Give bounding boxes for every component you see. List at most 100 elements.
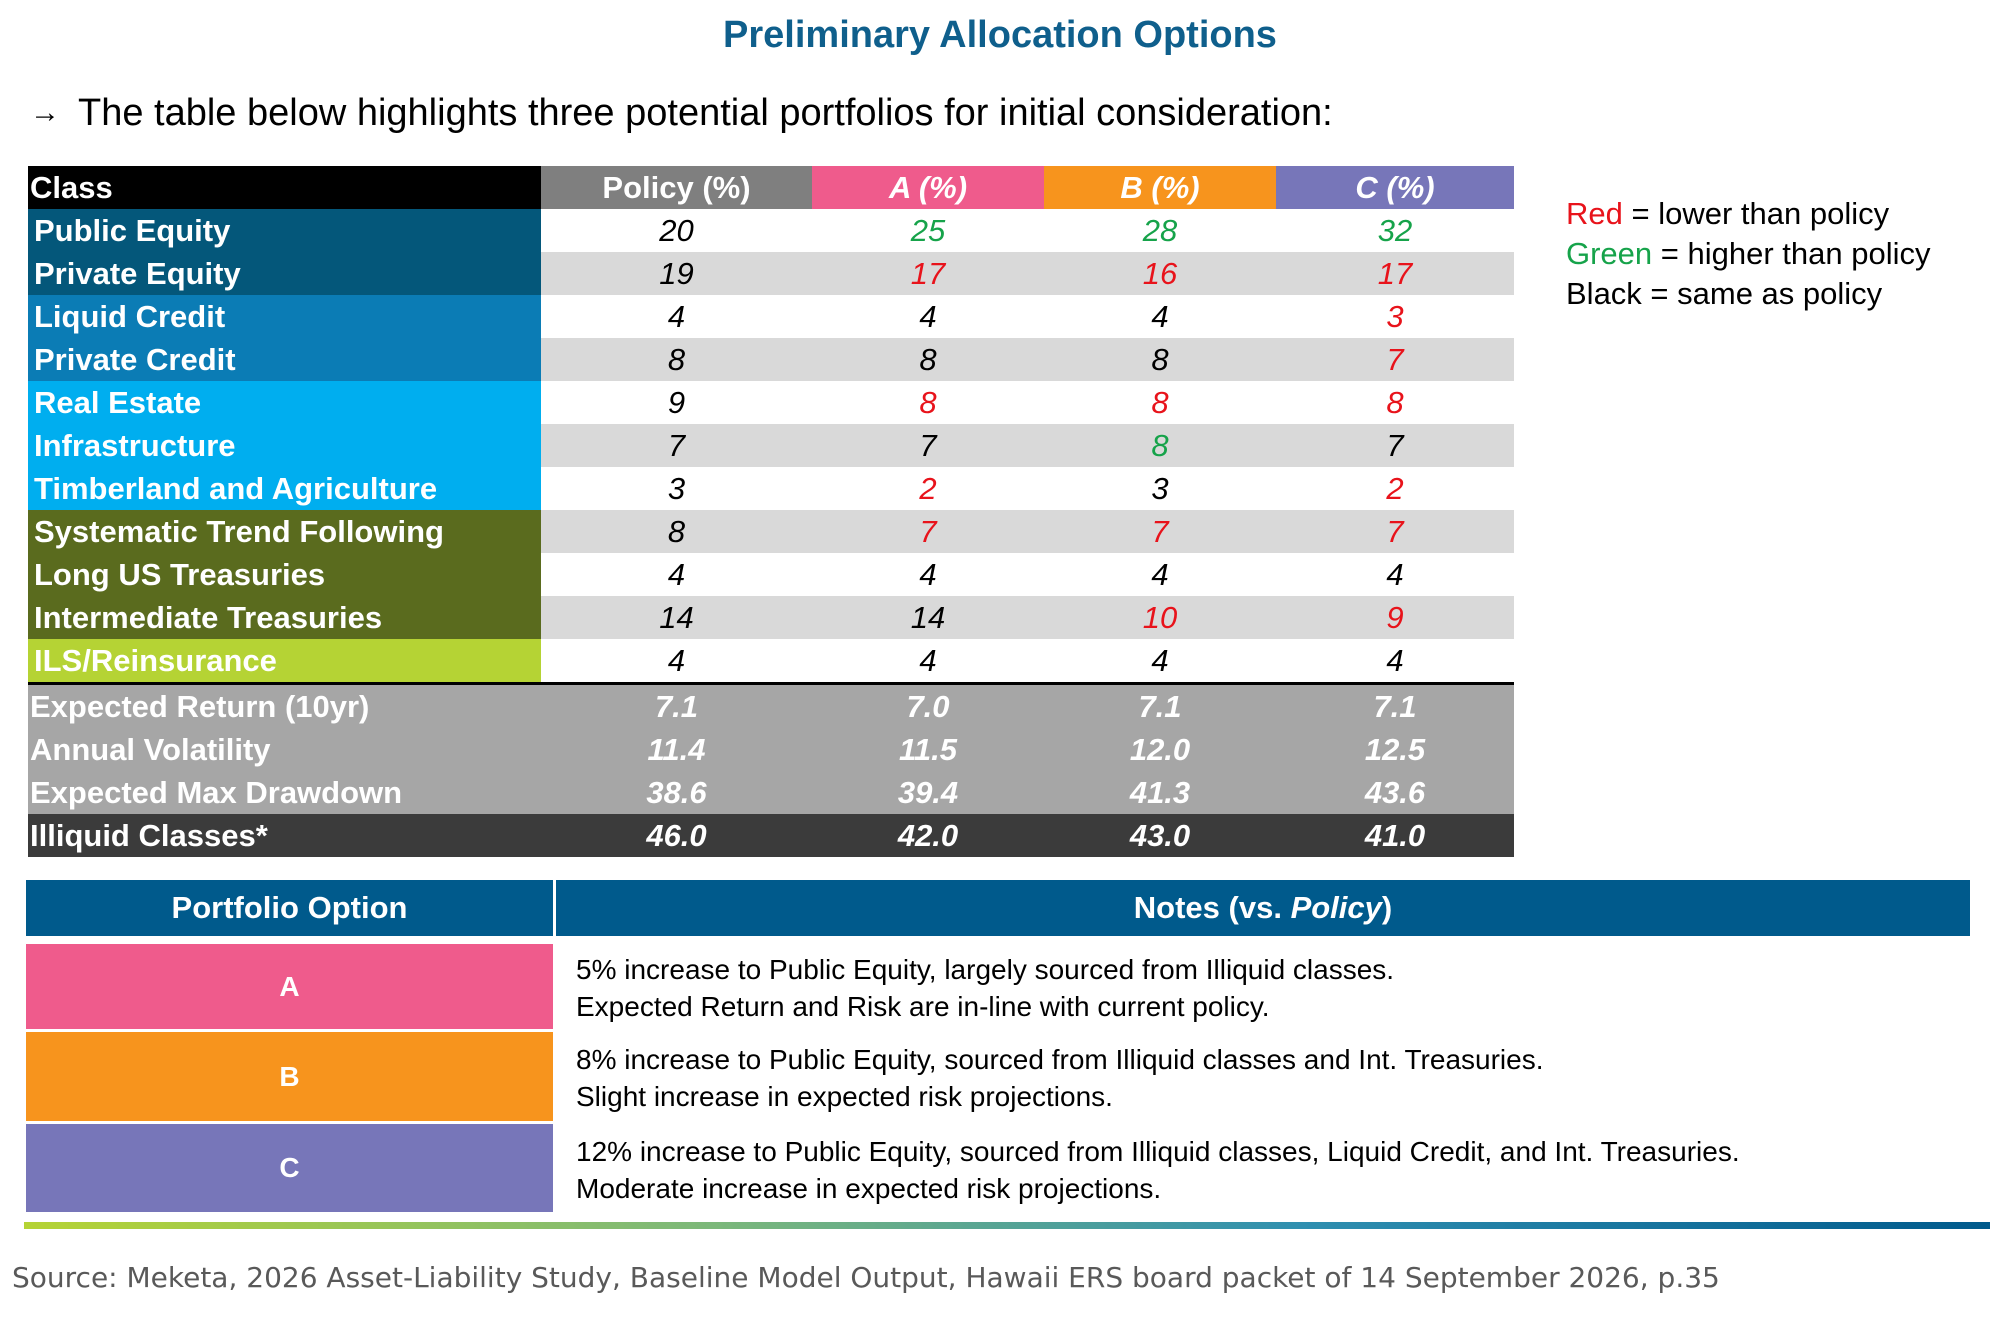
header-notes-prefix: Notes (vs. xyxy=(1133,890,1291,925)
note-line: 5% increase to Public Equity, largely so… xyxy=(576,954,1395,985)
allocation-value: 7 xyxy=(1276,510,1514,553)
notes-row-a: A 5% increase to Public Equity, largely … xyxy=(26,944,1970,1032)
legend-black: Black = same as policy xyxy=(1566,276,1883,311)
asset-class-label: ILS/Reinsurance xyxy=(28,639,541,684)
allocation-value: 8 xyxy=(1044,381,1276,424)
allocation-row: Private Equity 19 17 16 17 xyxy=(28,252,1514,295)
allocation-value: 7 xyxy=(812,510,1044,553)
allocation-value: 4 xyxy=(541,295,812,338)
allocation-value: 4 xyxy=(812,295,1044,338)
legend-green-text: = higher than policy xyxy=(1652,236,1931,271)
allocation-row: Intermediate Treasuries 14 14 10 9 xyxy=(28,596,1514,639)
allocation-value: 4 xyxy=(1276,639,1514,684)
asset-class-label: Real Estate xyxy=(28,381,541,424)
note-line: Moderate increase in expected risk proje… xyxy=(576,1172,1162,1204)
asset-class-label: Long US Treasuries xyxy=(28,553,541,596)
note-line: 12% increase to Public Equity, sourced f… xyxy=(576,1135,1740,1167)
allocation-row: Infrastructure 7 7 8 7 xyxy=(28,424,1514,467)
header-option-a: A (%) xyxy=(812,166,1044,209)
allocation-value: 4 xyxy=(541,553,812,596)
allocation-value: 4 xyxy=(1044,553,1276,596)
allocation-value: 7 xyxy=(812,424,1044,467)
illiquid-row: Illiquid Classes* 46.0 42.0 43.0 41.0 xyxy=(28,814,1514,857)
metric-label: Expected Max Drawdown xyxy=(28,771,541,814)
allocation-row: Real Estate 9 8 8 8 xyxy=(28,381,1514,424)
metric-value: 12.0 xyxy=(1044,728,1276,771)
metric-value: 12.5 xyxy=(1276,728,1514,771)
intro-line: → The table below highlights three potent… xyxy=(30,92,1333,135)
illiquid-value: 43.0 xyxy=(1044,814,1276,857)
allocation-value: 8 xyxy=(1044,338,1276,381)
option-b-note: 8% increase to Public Equity, sourced fr… xyxy=(556,1032,1970,1124)
allocation-row: Timberland and Agriculture 3 2 3 2 xyxy=(28,467,1514,510)
option-c-note: 12% increase to Public Equity, sourced f… xyxy=(556,1124,1970,1215)
footer-divider xyxy=(24,1222,1990,1229)
notes-row-b: B 8% increase to Public Equity, sourced … xyxy=(26,1032,1970,1124)
allocation-value: 9 xyxy=(1276,596,1514,639)
illiquid-value: 42.0 xyxy=(812,814,1044,857)
asset-class-label: Systematic Trend Following xyxy=(28,510,541,553)
allocation-value: 14 xyxy=(812,596,1044,639)
option-c-label: C xyxy=(26,1124,556,1215)
note-line: 8% increase to Public Equity, sourced fr… xyxy=(576,1044,1544,1075)
allocation-row: Public Equity 20 25 28 32 xyxy=(28,209,1514,252)
legend-green-word: Green xyxy=(1566,236,1653,271)
allocation-row: Liquid Credit 4 4 4 3 xyxy=(28,295,1514,338)
intro-text: The table below highlights three potenti… xyxy=(78,92,1333,134)
allocation-value: 7 xyxy=(1276,424,1514,467)
option-a-label: A xyxy=(26,944,556,1032)
header-notes-policy: Policy xyxy=(1290,890,1382,925)
illiquid-value: 41.0 xyxy=(1276,814,1514,857)
allocation-value: 16 xyxy=(1044,252,1276,295)
allocation-value: 4 xyxy=(1044,639,1276,684)
metric-value: 11.4 xyxy=(541,728,812,771)
asset-class-label: Intermediate Treasuries xyxy=(28,596,541,639)
allocation-value: 4 xyxy=(812,553,1044,596)
legend-red-text: = lower than policy xyxy=(1622,196,1890,231)
asset-class-label: Infrastructure xyxy=(28,424,541,467)
allocation-value: 19 xyxy=(541,252,812,295)
color-legend: Red = lower than policy Green = higher t… xyxy=(1566,194,1931,314)
allocation-row: Systematic Trend Following 8 7 7 7 xyxy=(28,510,1514,553)
allocation-header-row: Class Policy (%) A (%) B (%) C (%) xyxy=(28,166,1514,209)
allocation-value: 9 xyxy=(541,381,812,424)
illiquid-label: Illiquid Classes* xyxy=(28,814,541,857)
metric-row: Expected Max Drawdown 38.6 39.4 41.3 43.6 xyxy=(28,771,1514,814)
header-portfolio-option: Portfolio Option xyxy=(26,880,556,936)
notes-table: Portfolio Option Notes (vs. Policy) A 5%… xyxy=(26,880,1970,1215)
allocation-value: 4 xyxy=(1044,295,1276,338)
metric-value: 39.4 xyxy=(812,771,1044,814)
allocation-value: 8 xyxy=(541,510,812,553)
metric-row: Expected Return (10yr) 7.1 7.0 7.1 7.1 xyxy=(28,682,1514,728)
allocation-value: 8 xyxy=(812,338,1044,381)
allocation-value: 32 xyxy=(1276,209,1514,252)
allocation-value: 17 xyxy=(812,252,1044,295)
allocation-value: 2 xyxy=(812,467,1044,510)
legend-red-word: Red xyxy=(1566,196,1623,231)
page-title: Preliminary Allocation Options xyxy=(723,14,1277,56)
metric-label: Expected Return (10yr) xyxy=(28,682,541,728)
metric-label: Annual Volatility xyxy=(28,728,541,771)
asset-class-label: Private Equity xyxy=(28,252,541,295)
note-line: Slight increase in expected risk project… xyxy=(576,1081,1113,1112)
allocation-value: 8 xyxy=(1276,381,1514,424)
metric-value: 7.0 xyxy=(812,682,1044,728)
header-notes-suffix: ) xyxy=(1381,890,1393,925)
allocation-value: 3 xyxy=(541,467,812,510)
allocation-value: 8 xyxy=(541,338,812,381)
header-policy: Policy (%) xyxy=(541,166,812,209)
allocation-row: ILS/Reinsurance 4 4 4 4 xyxy=(28,639,1514,684)
note-line: Expected Return and Risk are in-line wit… xyxy=(576,991,1270,1022)
metric-value: 41.3 xyxy=(1044,771,1276,814)
metric-value: 7.1 xyxy=(1276,682,1514,728)
allocation-value: 7 xyxy=(1044,510,1276,553)
allocation-value: 14 xyxy=(541,596,812,639)
source-footnote: Source: Meketa, 2026 Asset-Liability Stu… xyxy=(12,1261,1720,1294)
allocation-value: 10 xyxy=(1044,596,1276,639)
legend-red: Red = lower than policy xyxy=(1566,194,1931,234)
option-b-label: B xyxy=(26,1032,556,1124)
metric-value: 7.1 xyxy=(541,682,812,728)
asset-class-label: Private Credit xyxy=(28,338,541,381)
metric-value: 11.5 xyxy=(812,728,1044,771)
allocation-value: 3 xyxy=(1276,295,1514,338)
